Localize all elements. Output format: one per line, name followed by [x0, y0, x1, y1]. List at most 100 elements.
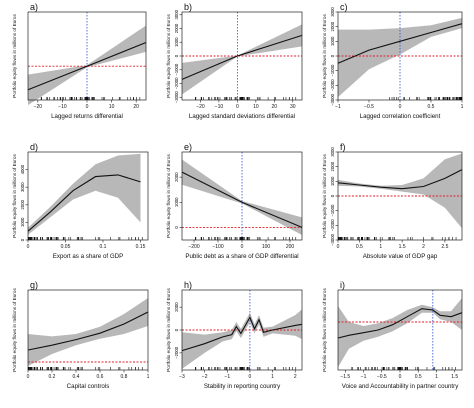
x-tick-label: 0.1: [100, 244, 107, 250]
y-tick-label: −2000: [330, 79, 335, 92]
y-tick-label: −1000: [330, 204, 335, 217]
y-tick-label: −2000: [330, 219, 335, 232]
y-tick-label: 1000: [174, 197, 179, 207]
y-axis-label: Portfolio equity flows in millions of Eu…: [322, 288, 327, 372]
y-axis-label: Portfolio equity flows in millions of Eu…: [166, 154, 171, 238]
x-tick-label: 0.4: [73, 374, 80, 380]
y-tick-label: −1000: [174, 63, 179, 76]
x-tick-label: 2: [422, 244, 425, 250]
y-axis-label: Portfolio equity flows in millions of Eu…: [12, 154, 17, 238]
x-tick-label: 0: [249, 374, 252, 380]
y-tick-label: 1000: [20, 217, 25, 227]
estimate-line: [27, 41, 147, 91]
panel-letter: e): [184, 142, 192, 152]
confidence-band: [182, 309, 302, 369]
x-tick-label: 1: [379, 244, 382, 250]
confidence-band: [182, 159, 302, 235]
panel-letter: b): [184, 2, 192, 12]
y-axis-label: Portfolio equity flows in millions of Eu…: [322, 154, 327, 238]
x-axis-label: Voice and Accountability in partner coun…: [342, 383, 460, 390]
estimate-line: [337, 23, 463, 64]
x-axis-label: Lagged standard deviations differential: [189, 113, 295, 120]
y-tick-label: 2000: [330, 21, 335, 31]
estimate-line: [181, 34, 303, 80]
plot-frame: [27, 151, 149, 241]
y-tick-label: 0: [174, 328, 179, 331]
panel-d: Portfolio equity flows in millions of Eu…: [12, 142, 149, 260]
y-tick-label: 1000: [330, 36, 335, 46]
y-tick-label: 0: [174, 54, 179, 57]
x-tick-label: 0.5: [415, 374, 422, 380]
x-tick-label: 0: [86, 104, 89, 110]
panel-c: Portfolio equity flows in millions of Eu…: [322, 2, 464, 120]
panel-letter: h): [184, 280, 192, 290]
x-tick-label: 0.5: [356, 244, 363, 250]
x-tick-label: 0: [27, 374, 30, 380]
estimate-line: [181, 316, 303, 352]
panel-letter: i): [340, 280, 345, 290]
y-tick-label: 2000: [174, 23, 179, 33]
x-tick-label: −1: [335, 104, 341, 110]
y-tick-label: 2000: [20, 199, 25, 209]
x-tick-label: −2: [202, 374, 208, 380]
confidence-band: [28, 25, 146, 106]
x-tick-label: 0: [27, 244, 30, 250]
y-tick-label: −1000: [330, 64, 335, 77]
y-axis-label: Portfolio equity flows in millions of Eu…: [322, 14, 327, 98]
panel-b: Portfolio equity flows in millions of Eu…: [166, 2, 303, 120]
x-axis-label: Stability in reporting country: [204, 383, 281, 390]
x-tick-label: 20: [133, 104, 139, 110]
confidence-band: [182, 24, 302, 95]
x-tick-label: 0: [399, 104, 402, 110]
y-tick-label: 1000: [174, 37, 179, 47]
y-tick-label: 2000: [174, 302, 179, 312]
x-tick-label: −10: [215, 104, 224, 110]
panel-letter: c): [340, 2, 348, 12]
panel-e: Portfolio equity flows in millions of Eu…: [166, 142, 303, 260]
x-axis-label: Export as a share of GDP: [53, 253, 124, 260]
x-tick-label: 2: [294, 374, 297, 380]
y-tick-label: 3000: [330, 7, 335, 17]
x-tick-label: 0: [399, 374, 402, 380]
x-tick-label: 10: [253, 104, 259, 110]
x-axis-label: Lagged returns differential: [51, 113, 123, 120]
confidence-band: [338, 153, 462, 229]
panel-letter: a): [30, 2, 38, 12]
x-tick-label: 1.5: [451, 374, 458, 380]
x-tick-label: −200: [188, 244, 199, 250]
panel-i: Portfolio equity flows in millions of Eu…: [322, 280, 463, 390]
x-tick-label: −1: [224, 374, 230, 380]
y-tick-label: −3000: [330, 233, 335, 246]
y-tick-label: −3000: [174, 91, 179, 104]
x-tick-label: −20: [34, 104, 43, 110]
confidence-band: [338, 298, 462, 368]
x-tick-label: 0: [241, 244, 244, 250]
x-tick-label: 1: [271, 374, 274, 380]
estimate-line: [181, 171, 303, 228]
x-tick-label: 0.6: [97, 374, 104, 380]
x-tick-label: 1.5: [399, 244, 406, 250]
estimate-line: [337, 169, 463, 190]
x-tick-label: 0.15: [136, 244, 146, 250]
x-tick-label: 200: [286, 244, 295, 250]
x-tick-label: −0.5: [364, 104, 374, 110]
x-tick-label: 0.8: [121, 374, 128, 380]
y-tick-label: 3000: [174, 9, 179, 19]
y-axis-label: Portfolio equity flows in millions of Eu…: [166, 288, 171, 372]
estimate-line: [27, 174, 141, 232]
panel-a: Portfolio equity flows in millions of Eu…: [12, 2, 147, 120]
panel-h: Portfolio equity flows in millions of Eu…: [166, 280, 303, 390]
x-tick-label: 1: [435, 374, 438, 380]
confidence-band: [28, 298, 148, 366]
x-tick-label: 0.05: [61, 244, 71, 250]
confidence-band: [28, 153, 141, 235]
x-tick-label: 20: [272, 104, 278, 110]
panel-letter: f): [340, 142, 346, 152]
x-axis-label: Lagged correlation coefficient: [360, 113, 441, 120]
y-axis-label: Portfolio equity flows in millions of Eu…: [12, 14, 17, 98]
y-tick-label: 2000: [174, 172, 179, 182]
x-tick-label: −20: [196, 104, 205, 110]
y-axis-label: Portfolio equity flows in millions of Eu…: [12, 288, 17, 372]
plot-frame: [27, 289, 149, 371]
